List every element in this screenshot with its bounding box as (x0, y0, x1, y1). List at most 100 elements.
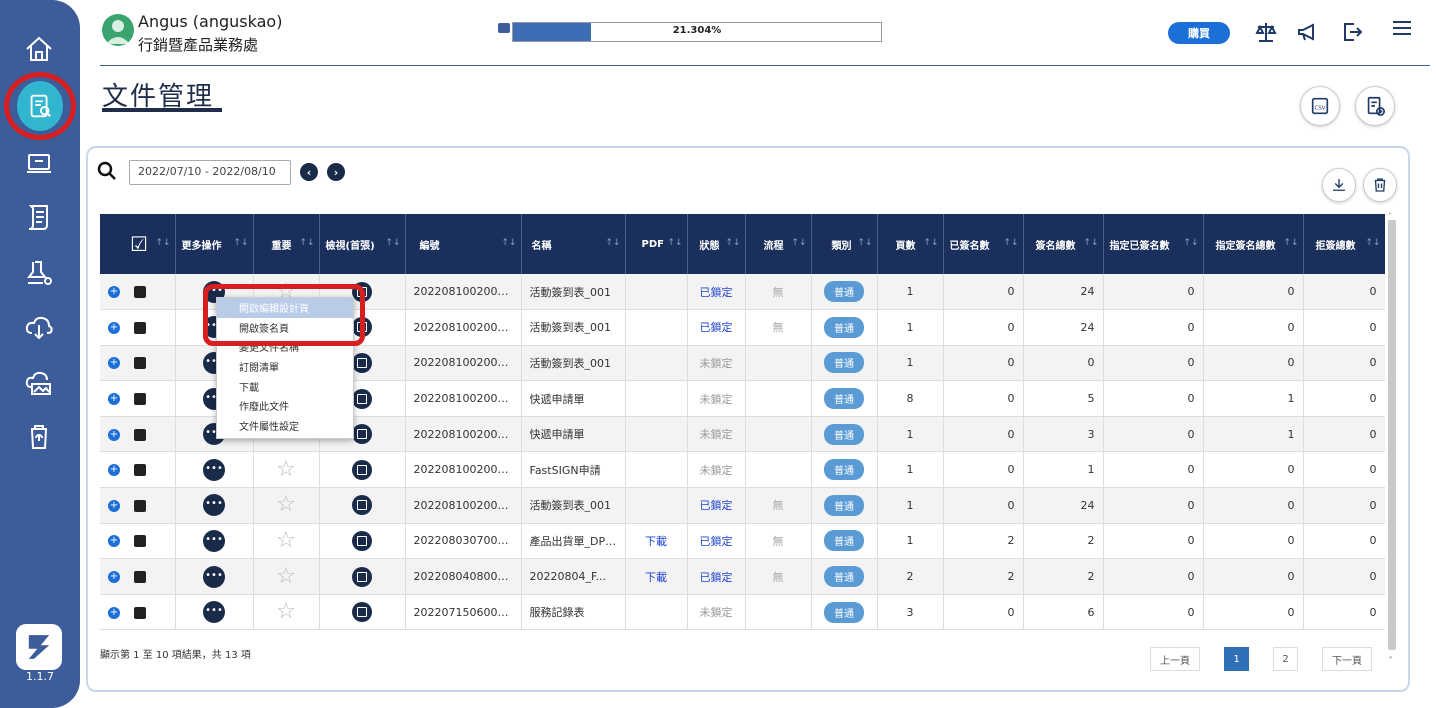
expand-row-icon[interactable]: + (108, 357, 120, 370)
row-checkbox[interactable] (134, 321, 146, 334)
scale-icon[interactable] (1254, 20, 1278, 44)
expand-row-icon[interactable]: + (108, 606, 120, 619)
more-actions-button[interactable]: ••• (203, 529, 225, 552)
scrollbar-thumb[interactable] (1388, 220, 1396, 650)
more-actions-button[interactable]: ••• (203, 601, 225, 624)
column-header[interactable]: 檢視(首張) ↑↓ (319, 214, 406, 274)
document-name[interactable]: 快遞申請單 (521, 416, 626, 452)
column-header[interactable]: 更多操作 ↑↓ (175, 214, 254, 274)
column-header[interactable]: 流程 ↑↓ (745, 214, 812, 274)
expand-row-icon[interactable]: + (108, 535, 120, 548)
column-header[interactable]: 指定已簽名數 ↑↓ (1103, 214, 1204, 274)
row-checkbox[interactable] (134, 499, 146, 512)
expand-row-icon[interactable]: + (108, 464, 120, 477)
table-row[interactable]: + ••• ☆ 2022080408000003 20220804_F... 下載 已鎖定無… (100, 558, 1385, 595)
row-checkbox[interactable] (134, 571, 146, 584)
column-header[interactable]: 類別 ↑↓ (811, 214, 878, 274)
star-icon[interactable]: ☆ (276, 563, 296, 589)
table-row[interactable]: + ••• ☆ 2022071506000004 服務記錄表 未鎖定 普通 3 0 6 0 0 0 (100, 594, 1385, 630)
menu-item-subscribers[interactable]: 訂閱清單 (239, 363, 279, 375)
pdf-download-link[interactable] (625, 345, 688, 381)
next-page-button[interactable]: 下一頁 (1322, 647, 1372, 671)
menu-item-rename[interactable]: 變更文件名稱 (239, 343, 299, 355)
row-checkbox[interactable] (134, 393, 146, 406)
document-name[interactable]: 活動簽到表_001 (521, 487, 626, 524)
pdf-download-link[interactable] (625, 274, 688, 310)
document-name[interactable]: 快遞申請單 (521, 380, 626, 417)
row-checkbox[interactable] (134, 606, 146, 619)
page-2-button[interactable]: 2 (1273, 647, 1298, 671)
pdf-download-link[interactable] (625, 594, 688, 630)
table-row[interactable]: + ••• ☆ 2022081002000007 活動簽到表_001 已鎖定無普通 1 0 24… (100, 274, 1385, 310)
more-actions-button[interactable]: ••• (203, 565, 225, 588)
star-icon[interactable]: ☆ (276, 527, 296, 553)
star-icon[interactable]: ☆ (276, 599, 296, 625)
column-header[interactable]: 名稱 ↑↓ (521, 214, 626, 274)
table-row[interactable]: + ••• ☆ 2022081002000001 活動簽到表_001 已鎖定無普通 1 0 24… (100, 487, 1385, 524)
expand-row-icon[interactable]: + (108, 571, 120, 584)
expand-row-icon[interactable]: + (108, 499, 120, 512)
avatar[interactable] (102, 14, 134, 46)
row-checkbox[interactable] (134, 535, 146, 548)
column-header[interactable]: 編號 ↑↓ (405, 214, 522, 274)
table-row[interactable]: + ••• ☆ 2022081002000002 FastSIGN申請 未鎖定 普通 1 0 1 0… (100, 451, 1385, 488)
table-scrollbar[interactable]: ˄ ˅ (1386, 212, 1398, 672)
preview-image-icon[interactable] (352, 352, 372, 373)
preview-image-icon[interactable] (352, 530, 372, 551)
page-1-button[interactable]: 1 (1224, 647, 1249, 671)
download-icon[interactable] (1322, 168, 1356, 202)
table-row[interactable]: + ••• ☆ 2022080307000003 產品出貨單_DPJ2... 下載 已鎖定無… (100, 523, 1385, 559)
pdf-download-link[interactable]: 下載 (625, 523, 688, 559)
trash-icon[interactable] (1363, 168, 1397, 202)
menu-item-open-signing[interactable]: 開啟簽名頁 (239, 323, 289, 335)
preview-image-icon[interactable] (352, 495, 372, 516)
document-name[interactable]: FastSIGN申請 (521, 451, 626, 488)
previous-page-button[interactable]: 上一頁 (1150, 647, 1200, 671)
next-range-button[interactable]: › (327, 163, 345, 181)
preview-image-icon[interactable] (352, 566, 372, 587)
row-checkbox[interactable] (134, 286, 146, 299)
buy-button[interactable]: 購買 (1168, 22, 1230, 44)
cloud-image-icon[interactable] (14, 358, 64, 408)
row-checkbox[interactable] (134, 428, 146, 441)
more-actions-button[interactable]: ••• (203, 494, 225, 517)
document-name[interactable]: 活動簽到表_001 (521, 345, 626, 381)
document-name[interactable]: 活動簽到表_001 (521, 274, 626, 310)
column-header[interactable]: PDF ↑↓ (625, 214, 688, 274)
recycle-bin-icon[interactable] (14, 412, 64, 462)
preview-image-icon[interactable] (352, 424, 372, 445)
scroll-document-icon[interactable] (14, 192, 64, 242)
star-icon[interactable]: ☆ (276, 492, 296, 518)
column-header[interactable]: 狀態 ↑↓ (687, 214, 746, 274)
cloud-download-icon[interactable] (14, 302, 64, 352)
menu-item-void[interactable]: 作廢此文件 (239, 402, 289, 414)
row-checkbox[interactable] (134, 464, 146, 477)
logout-icon[interactable] (1340, 20, 1364, 44)
megaphone-icon[interactable] (1296, 20, 1320, 44)
column-header[interactable]: 指定簽名總數 ↑↓ (1203, 214, 1304, 274)
expand-row-icon[interactable]: + (108, 393, 120, 406)
previous-range-button[interactable]: ‹ (300, 163, 318, 181)
pdf-download-link[interactable] (625, 487, 688, 524)
signing-device-icon[interactable] (14, 138, 64, 188)
pdf-download-link[interactable] (625, 451, 688, 488)
pdf-download-link[interactable] (625, 416, 688, 452)
row-checkbox[interactable] (134, 357, 146, 370)
expand-row-icon[interactable]: + (108, 321, 120, 334)
star-icon[interactable]: ☆ (276, 456, 296, 482)
pdf-download-link[interactable]: 下載 (625, 558, 688, 595)
column-header[interactable]: 已簽名數 ↑↓ (943, 214, 1024, 274)
more-actions-button[interactable]: ••• (203, 458, 225, 481)
document-search-icon[interactable] (17, 81, 63, 131)
column-header[interactable]: 簽名總數 ↑↓ (1023, 214, 1104, 274)
date-range-input[interactable]: 2022/07/10 - 2022/08/10 (129, 160, 291, 185)
export-csv-button[interactable]: CSV (1300, 86, 1340, 126)
document-name[interactable]: 20220804_F... (521, 558, 626, 595)
document-name[interactable]: 產品出貨單_DPJ2... (521, 523, 626, 559)
document-name[interactable]: 服務記錄表 (521, 594, 626, 630)
column-header[interactable]: 拒簽總數 ↑↓ (1303, 214, 1385, 274)
pdf-download-link[interactable] (625, 309, 688, 346)
select-all-header[interactable]: ☑ ↑↓ (100, 214, 176, 274)
stamp-settings-icon[interactable] (14, 248, 64, 298)
add-document-button[interactable] (1355, 86, 1395, 126)
